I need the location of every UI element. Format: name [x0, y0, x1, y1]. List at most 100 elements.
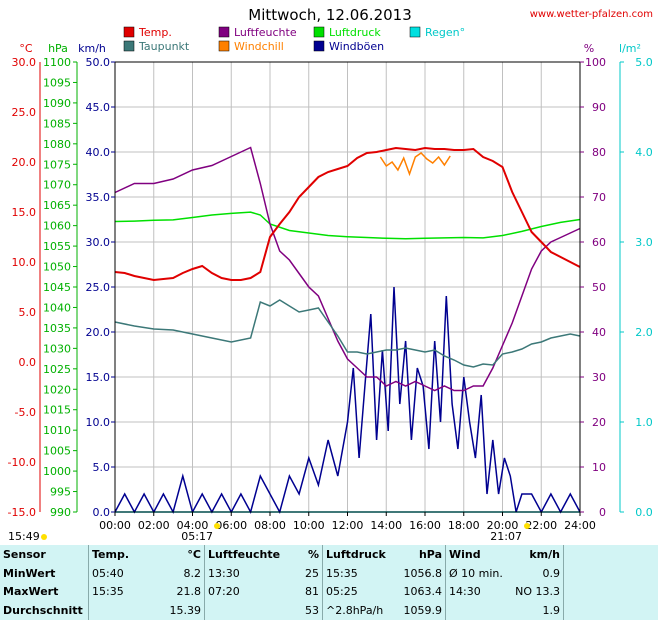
stats-row-min: MinWert 05:40 8.2 13:30 25 15:35 1056.8 …	[0, 563, 658, 583]
stats-cell: 15.39	[169, 604, 202, 618]
pressure-tick-label: 1090	[43, 97, 71, 110]
rain-tick-label: 3.0	[635, 236, 653, 249]
stats-row-label: MaxWert	[3, 585, 59, 599]
legend-label: Luftdruck	[329, 26, 381, 39]
stats-cell: 1059.9	[403, 604, 443, 618]
stats-cell: 15:35	[322, 563, 389, 583]
chart-grid	[115, 62, 580, 512]
stats-spacer	[563, 545, 658, 564]
pressure-tick-label: 1005	[43, 445, 71, 458]
temp-tick-label: 0.0	[19, 356, 37, 369]
pressure-tick-label: 1065	[43, 199, 71, 212]
humidity-tick-label: 0	[599, 506, 606, 519]
legend-label: Windchill	[234, 40, 284, 53]
stats-header-temp: Temp.	[88, 545, 153, 564]
legend-swatch	[409, 26, 421, 38]
wind-tick-label: 40.0	[86, 146, 111, 159]
sunrise-time: 05:17	[181, 530, 213, 543]
x-tick-label: 00:00	[99, 519, 131, 532]
site-link[interactable]: www.wetter-pfalzen.com	[530, 9, 653, 20]
wind-tick-label: 10.0	[86, 416, 111, 429]
humidity-tick-label: 100	[585, 56, 606, 69]
stats-row-label: MinWert	[3, 566, 56, 580]
pressure-tick-label: 1000	[43, 465, 71, 478]
stats-cell: 21.8	[176, 585, 202, 599]
wind-tick-label: 15.0	[86, 371, 111, 384]
humidity-axis-unit: %	[584, 42, 594, 55]
x-tick-label: 10:00	[293, 519, 325, 532]
stats-cell: 1063.4	[403, 585, 443, 599]
pressure-tick-label: 1095	[43, 76, 71, 89]
stats-header-press: Luftdruck	[322, 545, 389, 564]
pressure-tick-label: 1075	[43, 158, 71, 171]
pressure-tick-label: 1080	[43, 138, 71, 151]
stats-cell: 53	[305, 604, 319, 618]
legend-swatch	[218, 40, 230, 52]
x-tick-label: 02:00	[138, 519, 170, 532]
pressure-axis-unit: hPa	[48, 42, 68, 55]
stats-cell: 15:35	[88, 582, 153, 602]
stats-header-temp-unit: °C	[187, 547, 201, 561]
legend-swatch	[313, 40, 325, 52]
stats-cell: 13:30	[204, 563, 286, 583]
stats-cell: 8.2	[183, 566, 202, 580]
stats-cell: NO 13.3	[515, 585, 560, 599]
x-tick-label: 06:00	[215, 519, 247, 532]
pressure-tick-label: 1085	[43, 117, 71, 130]
sunrise-icon	[214, 523, 220, 529]
temp-tick-label: -5.0	[15, 406, 36, 419]
pressure-tick-label: 1020	[43, 383, 71, 396]
wind-tick-label: 30.0	[86, 236, 111, 249]
legend-swatch	[313, 26, 325, 38]
wind-tick-label: 5.0	[93, 461, 111, 474]
wind-tick-label: 45.0	[86, 101, 111, 114]
temp-tick-label: 5.0	[19, 306, 37, 319]
stats-cell: 05:25	[322, 582, 389, 602]
wind-tick-label: 50.0	[86, 56, 111, 69]
stats-header-hum: Luftfeuchte	[204, 545, 286, 564]
humidity-tick-label: 10	[592, 461, 606, 474]
legend-swatch	[218, 26, 230, 38]
stats-header-hum-unit: %	[307, 547, 319, 561]
stats-header-press-unit: hPa	[418, 547, 442, 561]
stats-row-max: MaxWert 15:35 21.8 07:20 81 05:25 1063.4…	[0, 582, 658, 602]
stats-header-wind: Wind	[445, 545, 507, 564]
pressure-tick-label: 1035	[43, 322, 71, 335]
daylength-time: 15:49	[8, 530, 40, 543]
wind-tick-label: 0.0	[93, 506, 111, 519]
humidity-tick-label: 40	[592, 326, 606, 339]
pressure-tick-label: 990	[50, 506, 71, 519]
stats-cell	[88, 601, 153, 620]
stats-cell	[204, 601, 286, 620]
temp-tick-label: 20.0	[12, 156, 37, 169]
wind-tick-label: 20.0	[86, 326, 111, 339]
rain-tick-label: 5.0	[635, 56, 653, 69]
series-line-windchill	[379, 152, 451, 177]
stats-cell: 07:20	[204, 582, 286, 602]
x-tick-label: 22:00	[525, 519, 557, 532]
stats-cell: Ø 10 min.	[445, 563, 507, 583]
series-line-luftfeuchte	[114, 146, 581, 392]
x-tick-label: 14:00	[370, 519, 402, 532]
x-tick-label: 16:00	[409, 519, 441, 532]
wind-axis-unit: km/h	[78, 42, 106, 55]
wind-tick-label: 25.0	[86, 281, 111, 294]
humidity-tick-label: 50	[592, 281, 606, 294]
legend-label: Temp.	[138, 26, 172, 39]
pressure-tick-label: 995	[50, 486, 71, 499]
pressure-tick-label: 1010	[43, 424, 71, 437]
stats-cell: 25	[305, 566, 319, 580]
stats-header-sensor: Sensor	[3, 547, 46, 561]
humidity-tick-label: 90	[592, 101, 606, 114]
stats-cell: 14:30	[445, 582, 507, 602]
pressure-tick-label: 1030	[43, 342, 71, 355]
sun-markers: 05:17 21:07 15:49	[8, 523, 530, 543]
stats-cell: ^2.8hPa/h	[322, 601, 389, 620]
x-tick-label: 18:00	[448, 519, 480, 532]
temp-tick-label: 15.0	[12, 206, 37, 219]
stats-header-wind-unit: km/h	[529, 547, 560, 561]
rain-tick-label: 0.0	[635, 506, 653, 519]
humidity-tick-label: 30	[592, 371, 606, 384]
pressure-tick-label: 1025	[43, 363, 71, 376]
